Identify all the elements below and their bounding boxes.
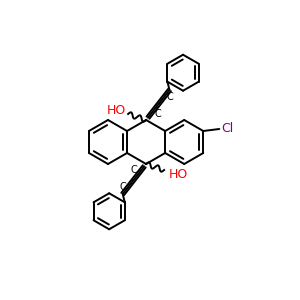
Text: C: C bbox=[154, 109, 161, 118]
Text: Cl: Cl bbox=[221, 122, 233, 136]
Text: C: C bbox=[166, 92, 173, 101]
Text: HO: HO bbox=[169, 167, 188, 181]
Text: C: C bbox=[119, 182, 126, 193]
Text: HO: HO bbox=[106, 103, 126, 116]
Text: C: C bbox=[131, 166, 138, 176]
